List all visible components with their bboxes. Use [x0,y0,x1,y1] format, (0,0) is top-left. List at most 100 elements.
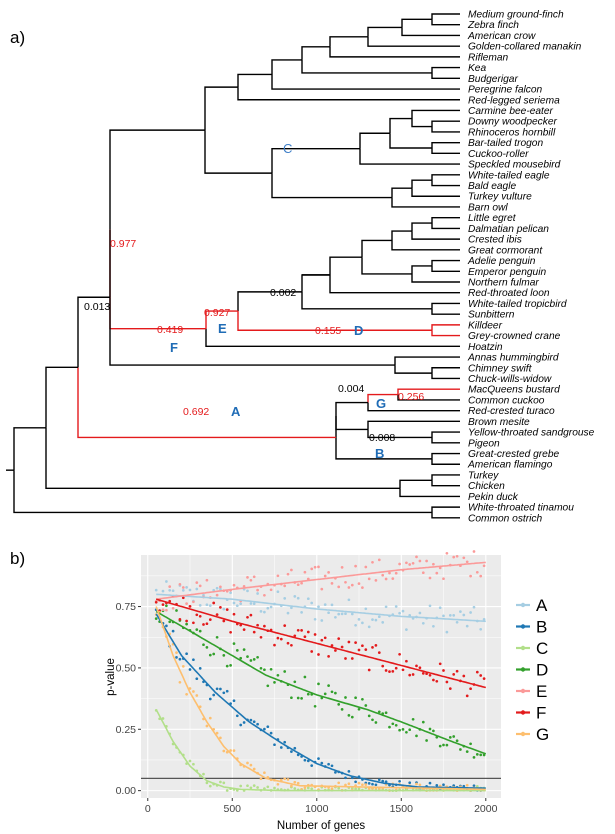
panel-b-label: b) [10,549,25,568]
data-point-f [344,657,347,660]
data-point-f [374,644,378,647]
taxon-label: Pekin duck [468,492,519,503]
data-point-f [317,653,320,656]
data-point-a [428,604,432,608]
data-point-c [219,780,222,784]
data-point-b [249,718,253,722]
data-point-a [384,605,388,609]
data-point-a [266,606,270,610]
data-point-b [171,629,175,633]
data-point-d [364,704,368,707]
data-point-f [411,673,415,676]
taxon-label: Turkey [468,470,499,481]
data-point-a [462,613,466,617]
data-point-c [202,772,205,776]
tree-branch [431,367,460,374]
data-point-f [249,613,253,617]
tree-branch [431,512,460,519]
data-point-d [215,635,219,639]
data-point-a [239,602,243,606]
taxon-label: Emperor penguin [468,267,546,278]
data-point-b [344,776,347,780]
taxon-label: Sunbittern [468,310,515,321]
data-point-e [215,593,219,597]
data-point-b [178,657,182,661]
data-point-d [290,696,293,700]
tree-branch [367,402,460,412]
data-point-e [330,582,334,585]
data-point-e [320,587,324,591]
data-point-f [303,635,307,639]
data-point-e [432,562,435,566]
data-point-f [313,633,317,636]
data-point-f [202,623,205,626]
data-point-b [384,780,388,784]
data-point-g [364,783,368,786]
data-point-f [377,651,381,654]
node-value-b-parent: 0.004 [338,383,364,395]
data-point-d [337,703,341,706]
data-point-a [398,611,401,615]
data-point-f [442,669,445,672]
tree-branch [411,179,432,189]
tree-branch [204,130,272,174]
data-point-f [188,604,192,608]
y-tick-label: 0.50 [116,662,137,674]
data-point-e [354,564,357,568]
tree-edges [6,13,460,519]
legend-label-f: F [536,704,546,723]
tree-branch [359,132,390,149]
data-point-e [286,572,290,576]
data-point-e [475,570,479,574]
data-point-g [178,680,182,684]
data-point-f [469,687,472,691]
data-point-a [344,612,347,616]
x-tick-label: 500 [224,803,242,815]
trend-line-a [156,593,486,623]
data-point-f [178,618,182,621]
data-point-a [154,588,158,592]
taxon-label: Adelie penguin [467,256,536,267]
taxon-label: Dalmatian pelican [468,224,549,235]
data-point-e [219,585,222,589]
tree-branch [431,373,460,380]
tree-branch [271,74,460,90]
data-point-a [276,590,280,594]
data-point-e [428,576,432,580]
data-point-b [435,783,439,787]
data-point-e [465,560,469,564]
data-point-e [425,559,428,563]
tree-branch [204,86,238,131]
data-point-d [428,727,432,731]
data-point-e [300,581,303,585]
data-point-d [317,682,320,686]
data-point-g [357,781,361,785]
data-point-f [432,678,435,682]
data-point-f [290,643,293,647]
data-point-a [208,604,212,607]
data-point-f [479,674,483,677]
data-point-d [334,691,337,695]
tree-branch [391,197,460,208]
data-point-e [482,564,486,568]
data-point-f [418,666,422,670]
data-point-f [306,630,310,634]
panel-a-label: a) [10,28,25,47]
data-point-g [465,783,469,787]
data-point-a [459,610,462,613]
tree-branch [45,427,400,490]
data-point-f [232,612,236,616]
data-point-d [225,664,229,668]
tree-branch [431,148,460,155]
data-point-d [405,730,408,734]
tree-branch [431,437,460,444]
data-point-d [465,750,469,753]
data-point-d [242,648,246,651]
data-point-f [300,629,303,632]
data-point-d [432,729,435,733]
taxon-label: Great cormorant [468,245,543,256]
y-tick-label: 0.25 [116,724,137,736]
tree-branch [237,291,302,312]
data-point-c [475,785,479,788]
data-point-f [215,613,219,616]
